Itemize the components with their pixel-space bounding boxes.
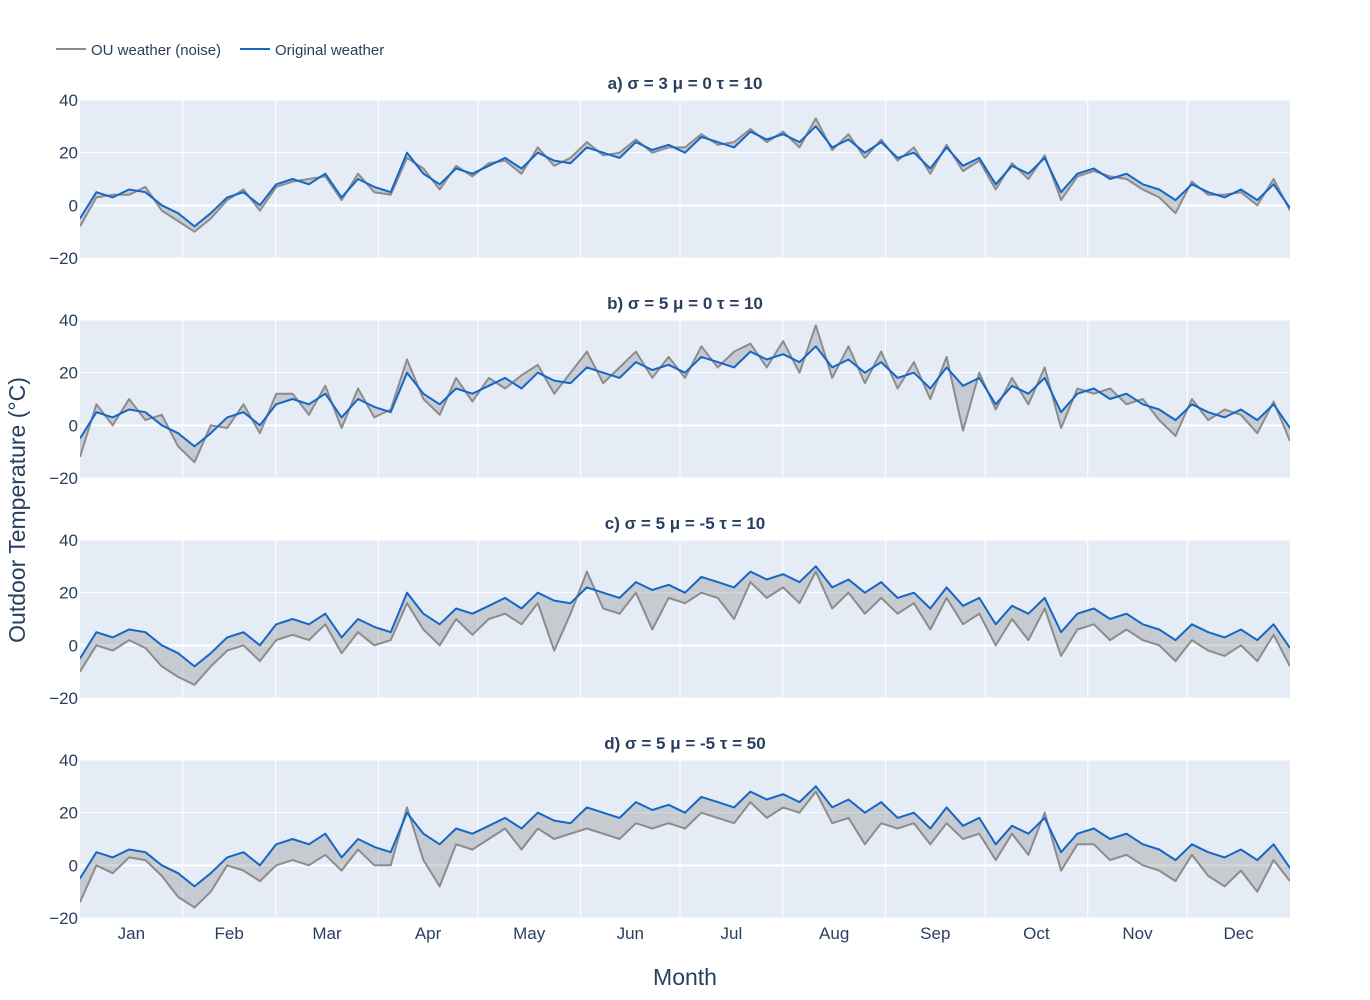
y-tick-label: −20	[49, 469, 78, 488]
original-weather-line	[80, 345, 1290, 448]
x-tick-label: May	[513, 924, 546, 943]
subplot-title: d) σ = 5 μ = -5 τ = 50	[604, 734, 765, 753]
y-tick-label: 20	[59, 804, 78, 823]
series-group	[80, 565, 1290, 686]
series-group	[80, 117, 1290, 233]
plot-background	[80, 760, 1290, 918]
original-weather-line	[80, 785, 1290, 888]
difference-fill	[80, 325, 1290, 463]
x-axis-title: Month	[653, 964, 717, 990]
subplot-title: c) σ = 5 μ = -5 τ = 10	[605, 514, 766, 533]
subplot-a: 40 20 0 −20 a) σ = 3 μ = 0 τ = 10	[49, 74, 1290, 268]
x-tick-label: Jul	[721, 924, 743, 943]
y-tick-label: 40	[59, 751, 78, 770]
plot-background	[80, 320, 1290, 478]
ou-weather-line	[80, 324, 1290, 464]
x-tick-label: Dec	[1223, 924, 1254, 943]
y-tick-label: 20	[59, 364, 78, 383]
y-tick-label: 40	[59, 91, 78, 110]
x-tick-label: Nov	[1122, 924, 1153, 943]
x-tick-label: Feb	[215, 924, 244, 943]
ou-weather-line	[80, 570, 1290, 686]
y-tick-label: 0	[69, 856, 78, 875]
x-tick-label: Sep	[920, 924, 950, 943]
y-tick-label: −20	[49, 909, 78, 928]
x-tick-label: Apr	[415, 924, 442, 943]
subplot-c: 40 20 0 −20 c) σ = 5 μ = -5 τ = 10	[49, 514, 1290, 708]
legend-original-label: Original weather	[275, 42, 384, 59]
plot-background	[80, 540, 1290, 698]
series-group	[80, 785, 1290, 909]
legend-ou-label: OU weather (noise)	[91, 42, 221, 59]
y-tick-label: 20	[59, 144, 78, 163]
subplot-title: b) σ = 5 μ = 0 τ = 10	[607, 294, 763, 313]
plot-background	[80, 100, 1290, 258]
ou-weather-line	[80, 790, 1290, 909]
x-tick-label: Oct	[1023, 924, 1050, 943]
legend[interactable]: OU weather (noise) Original weather	[56, 42, 384, 59]
x-tick-label: Mar	[312, 924, 342, 943]
subplot-b: 40 20 0 −20 b) σ = 5 μ = 0 τ = 10	[49, 294, 1290, 488]
difference-fill	[80, 786, 1290, 908]
subplot-d: 40 20 0 −20 d) σ = 5 μ = -5 τ = 50	[49, 734, 1290, 928]
series-group	[80, 324, 1290, 464]
x-tick-label: Jan	[118, 924, 145, 943]
y-tick-label: −20	[49, 689, 78, 708]
y-tick-label: 20	[59, 584, 78, 603]
y-tick-label: 40	[59, 531, 78, 550]
original-weather-line	[80, 565, 1290, 668]
y-tick-label: 0	[69, 196, 78, 215]
y-tick-label: 40	[59, 311, 78, 330]
y-tick-label: −20	[49, 249, 78, 268]
ou-weather-line	[80, 117, 1290, 233]
original-weather-line	[80, 125, 1290, 228]
y-tick-label: 0	[69, 636, 78, 655]
y-axis-title: Outdoor Temperature (°C)	[4, 377, 30, 643]
subplot-title: a) σ = 3 μ = 0 τ = 10	[608, 74, 763, 93]
x-tick-label: Jun	[617, 924, 644, 943]
difference-fill	[80, 566, 1290, 685]
y-tick-label: 0	[69, 416, 78, 435]
x-tick-label: Aug	[819, 924, 849, 943]
